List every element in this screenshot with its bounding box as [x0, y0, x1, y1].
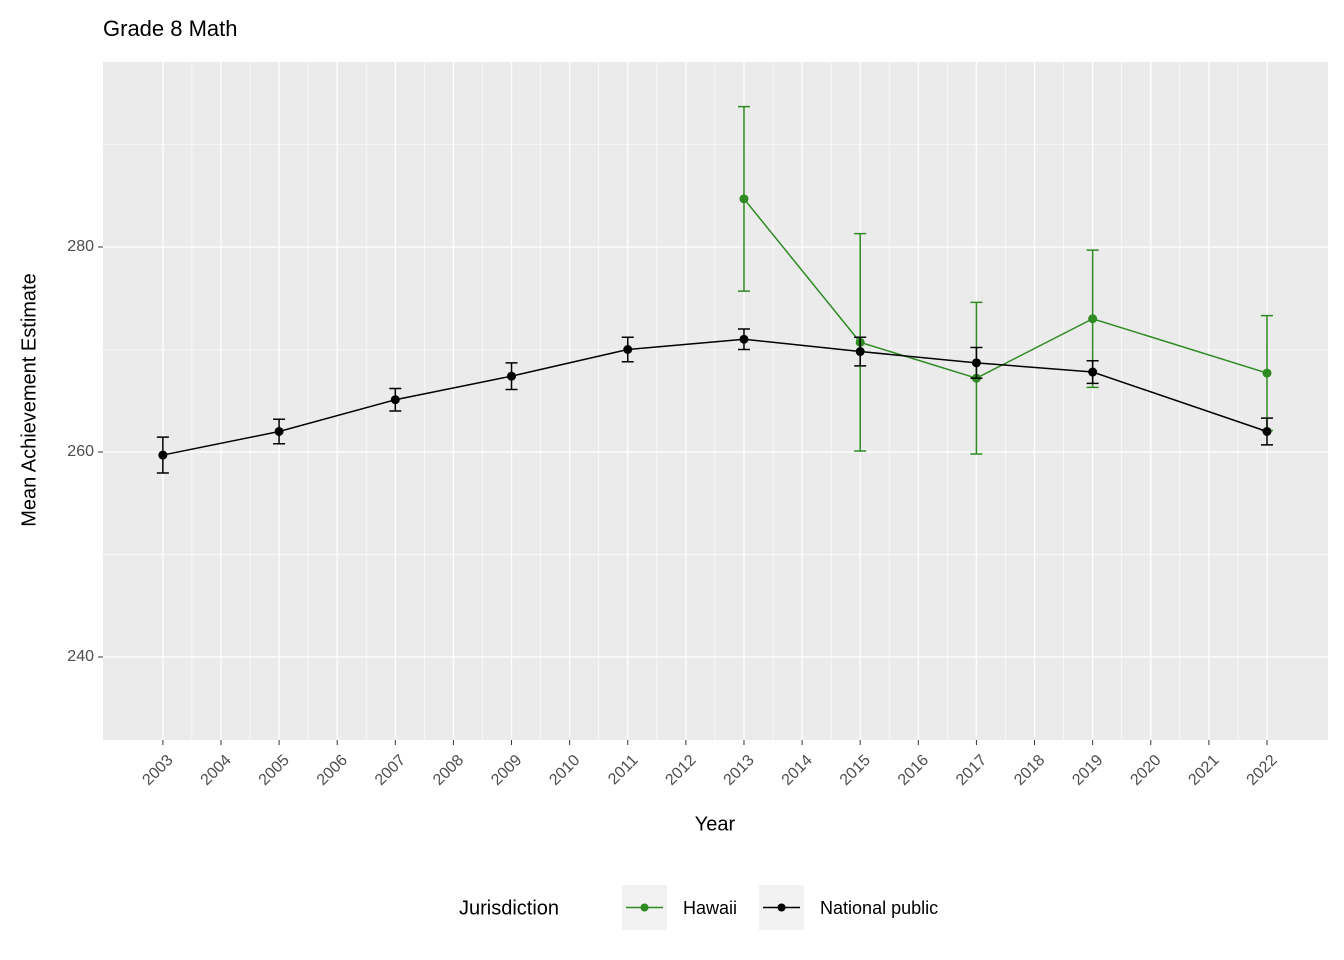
series-line	[162, 338, 1268, 456]
data-point	[1088, 367, 1098, 377]
data-point	[274, 426, 284, 436]
data-point	[623, 344, 633, 354]
data-point	[158, 450, 168, 460]
data-point	[739, 334, 749, 344]
data-point	[390, 395, 400, 405]
data-point	[1262, 426, 1272, 436]
chart-title: Grade 8 Math	[103, 16, 238, 41]
y-tick-label: 280	[67, 238, 94, 255]
plot-panel	[103, 62, 1328, 740]
x-axis-title: Year	[695, 813, 736, 835]
data-point	[507, 371, 517, 381]
legend-label: Hawaii	[683, 898, 737, 918]
legend-marker	[640, 903, 649, 912]
y-tick-label: 260	[67, 443, 94, 460]
data-point	[1262, 368, 1272, 378]
data-point	[739, 194, 749, 204]
data-point	[855, 347, 865, 357]
y-axis-title: Mean Achievement Estimate	[18, 273, 40, 526]
legend-title: Jurisdiction	[459, 897, 559, 919]
data-point	[971, 358, 981, 368]
legend-label: National public	[820, 898, 938, 918]
data-point	[1088, 314, 1098, 324]
legend-marker	[777, 903, 786, 912]
y-tick-label: 240	[67, 648, 94, 665]
